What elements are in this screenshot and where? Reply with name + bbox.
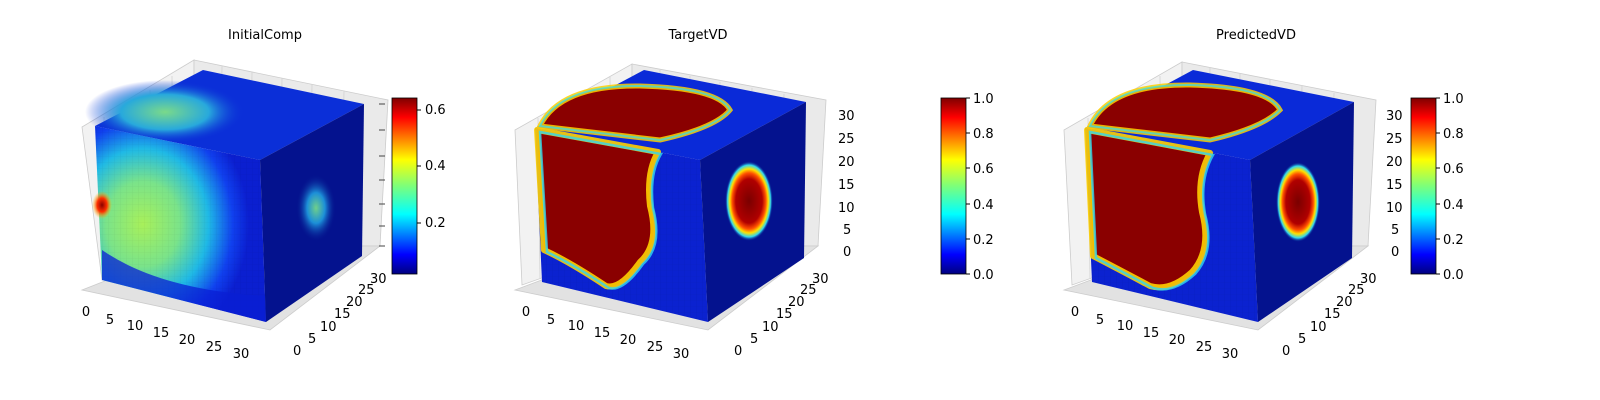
y-tick: 30 — [370, 272, 387, 287]
right-blob — [296, 174, 336, 242]
x-tick: 0 — [522, 305, 530, 320]
y-axis-ticks: 0 5 10 15 20 25 30 — [293, 272, 387, 359]
colorbar-tick: 0.6 — [425, 103, 446, 118]
x-tick: 20 — [179, 333, 196, 348]
x-tick: 5 — [1096, 313, 1104, 328]
z-tick: 15 — [838, 178, 855, 193]
colorbar-tick: 0.8 — [973, 127, 994, 142]
z-tick: 5 — [843, 223, 851, 238]
z-tick: 0 — [1391, 245, 1399, 260]
colorbar-gradient — [940, 97, 967, 275]
z-tick: 5 — [1391, 223, 1399, 238]
z-tick: 25 — [1386, 132, 1403, 147]
colorbar-tick: 0.8 — [1443, 127, 1464, 142]
z-axis-ticks: 30 25 20 15 10 5 0 — [838, 109, 855, 260]
front-bottom-band — [102, 250, 266, 322]
y-tick: 5 — [750, 332, 758, 347]
colorbar-tick: 0.4 — [1443, 198, 1464, 213]
y-tick: 10 — [320, 320, 337, 335]
y-tick: 0 — [734, 344, 742, 359]
colorbar-tick: 0.4 — [973, 198, 994, 213]
z-tick: 25 — [838, 132, 855, 147]
right-red-ellipse — [725, 161, 773, 241]
colorbar-tick: 0.6 — [973, 162, 994, 177]
panel-predictedvd: PredictedVD 0 5 10 — [1062, 28, 1464, 362]
x-tick: 30 — [1222, 347, 1239, 362]
y-tick: 20 — [788, 295, 805, 310]
x-tick: 10 — [127, 319, 144, 334]
y-tick: 30 — [1360, 272, 1377, 287]
panel-targetvd: TargetVD 0 5 — [513, 28, 994, 362]
y-tick: 0 — [1282, 344, 1290, 359]
x-tick: 25 — [647, 340, 664, 355]
y-tick: 15 — [1324, 307, 1341, 322]
y-tick: 5 — [308, 332, 316, 347]
x-axis-ticks: 0 5 10 15 20 25 30 — [522, 305, 689, 362]
panel-initialcomp: InitialComp 0 — [80, 28, 446, 362]
y-tick: 15 — [334, 307, 351, 322]
z-tick: 30 — [1386, 109, 1403, 124]
y-axis-ticks: 0 5 10 15 20 25 30 — [734, 272, 829, 359]
y-tick: 0 — [293, 344, 301, 359]
y-tick: 15 — [776, 307, 793, 322]
front-red-spot — [92, 191, 112, 219]
x-tick: 10 — [1117, 319, 1134, 334]
x-tick: 0 — [1071, 305, 1079, 320]
z-axis-ticks: 30 25 20 15 10 5 0 — [1386, 109, 1403, 260]
colorbar-tick: 1.0 — [1443, 92, 1464, 107]
y-tick: 20 — [1336, 295, 1353, 310]
x-tick: 25 — [1196, 340, 1213, 355]
y-tick: 25 — [800, 283, 817, 298]
x-tick: 5 — [106, 313, 114, 328]
y-tick: 10 — [1310, 320, 1327, 335]
y-tick: 25 — [358, 283, 375, 298]
x-tick: 20 — [1169, 333, 1186, 348]
y-tick: 5 — [1298, 332, 1306, 347]
right-red-ellipse — [1276, 162, 1320, 242]
z-tick: 0 — [843, 245, 851, 260]
z-tick: 15 — [1386, 178, 1403, 193]
x-tick: 20 — [620, 333, 637, 348]
colorbar: 1.0 0.8 0.6 0.4 0.2 0.0 — [1410, 92, 1464, 283]
x-axis-ticks: 0 5 10 15 20 25 30 — [1071, 305, 1238, 362]
colorbar: 0.6 0.4 0.2 — [391, 97, 446, 275]
x-tick: 10 — [568, 319, 585, 334]
x-tick: 15 — [153, 326, 170, 341]
panel-title: TargetVD — [667, 28, 727, 43]
panel-title: InitialComp — [228, 28, 302, 43]
colorbar: 1.0 0.8 0.6 0.4 0.2 0.0 — [940, 92, 994, 283]
z-tick: 20 — [1386, 155, 1403, 170]
colorbar-gradient — [1410, 97, 1437, 275]
z-tick: 20 — [838, 155, 855, 170]
z-tick: 30 — [838, 109, 855, 124]
colorbar-tick: 0.2 — [425, 216, 446, 231]
y-tick: 30 — [812, 272, 829, 287]
x-tick: 30 — [673, 347, 690, 362]
colorbar-tick: 0.0 — [1443, 268, 1464, 283]
x-tick: 30 — [233, 347, 250, 362]
y-tick: 10 — [762, 320, 779, 335]
z-tick: 10 — [838, 201, 855, 216]
x-tick: 0 — [82, 305, 90, 320]
x-tick: 15 — [1143, 326, 1160, 341]
z-axis-ticks — [379, 103, 385, 247]
y-tick: 25 — [1348, 283, 1365, 298]
colorbar-tick: 1.0 — [973, 92, 994, 107]
colorbar-tick: 0.6 — [1443, 162, 1464, 177]
z-tick: 10 — [1386, 201, 1403, 216]
colorbar-tick: 0.4 — [425, 159, 446, 174]
colorbar-tick: 0.2 — [973, 233, 994, 248]
colorbar-tick: 0.0 — [973, 268, 994, 283]
x-tick: 25 — [206, 340, 223, 355]
x-axis-ticks: 0 5 10 15 20 25 30 — [82, 305, 249, 362]
panel-title: PredictedVD — [1216, 28, 1296, 43]
x-tick: 5 — [547, 313, 555, 328]
top-blob — [85, 80, 245, 144]
colorbar-tick: 0.2 — [1443, 233, 1464, 248]
y-axis-ticks: 0 5 10 15 20 25 30 — [1282, 272, 1377, 359]
y-tick: 20 — [346, 295, 363, 310]
colorbar-gradient — [391, 97, 418, 275]
x-tick: 15 — [594, 326, 611, 341]
